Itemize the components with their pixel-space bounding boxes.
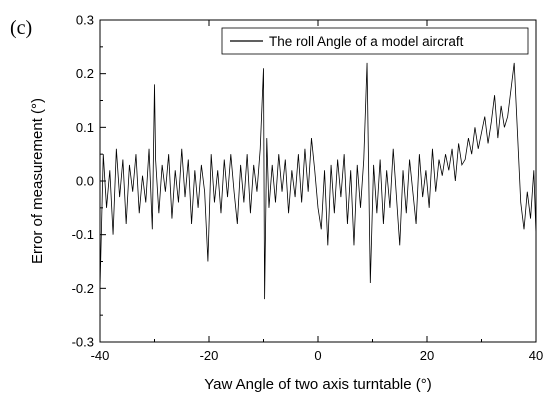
legend: The roll Angle of a model aircraft: [221, 27, 529, 55]
x-tick-label: 20: [420, 348, 434, 363]
y-tick-label: -0.1: [72, 227, 94, 242]
x-tick-label: 0: [314, 348, 321, 363]
y-axis-label: Error of measurement (°): [29, 98, 46, 264]
tick-labels-group: -40 -20 0 20 40 -0.3 -0.2 -0.1 0.0 0.1 0.2 0.3: [72, 13, 544, 364]
panel-label: (c): [10, 17, 32, 39]
x-tick-label: 40: [529, 348, 543, 363]
data-series-group: [99, 62, 537, 300]
y-tick-label: 0.2: [76, 66, 94, 81]
x-tick-label: -20: [200, 348, 219, 363]
legend-box: [221, 27, 529, 55]
series-line-0: [99, 62, 537, 300]
y-tick-label: -0.2: [72, 281, 94, 296]
legend-label: The roll Angle of a model aircraft: [269, 34, 464, 49]
y-tick-label: 0.3: [76, 13, 94, 28]
y-tick-label: 0.0: [76, 174, 94, 189]
y-tick-label: 0.1: [76, 120, 94, 135]
y-tick-label: -0.3: [72, 335, 94, 350]
x-tick-label: -40: [91, 348, 110, 363]
plot-frame: [99, 19, 537, 343]
x-axis-label: Yaw Angle of two axis turntable (°): [204, 376, 432, 393]
axis-ticks-group: [99, 19, 537, 343]
